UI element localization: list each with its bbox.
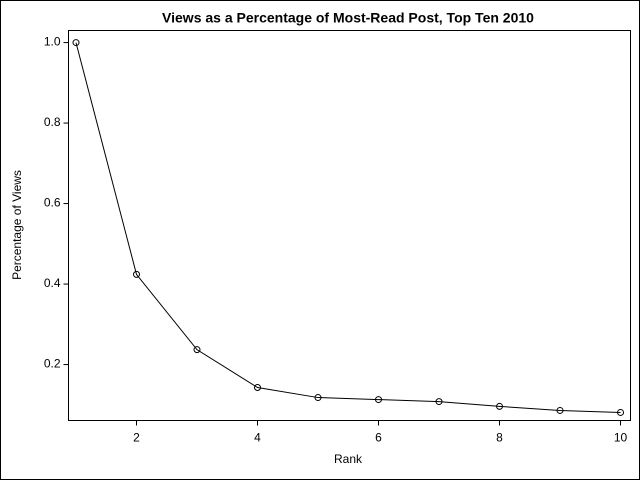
x-tick-label: 2: [133, 431, 140, 445]
y-tick-label: 0.4: [44, 276, 61, 290]
marker: [496, 402, 504, 410]
line: [75, 42, 621, 413]
x-tick-label: 6: [375, 431, 382, 445]
marker: [375, 396, 383, 404]
y-tick-label: 0.6: [44, 196, 61, 210]
y-tick-label: 0.8: [44, 115, 61, 129]
marker: [314, 394, 322, 402]
marker: [617, 408, 625, 416]
x-tick-label: 4: [254, 431, 261, 445]
marker: [556, 406, 564, 414]
plot-frame: [68, 30, 631, 421]
marker: [435, 398, 443, 406]
y-axis-label: Percentage of Views: [10, 170, 24, 280]
x-tick-label: 10: [614, 431, 628, 445]
chart-title: Views as a Percentage of Most-Read Post,…: [162, 10, 534, 26]
marker: [254, 383, 262, 391]
y-tick-label: 1.0: [44, 35, 61, 49]
x-axis-label: Rank: [334, 452, 363, 466]
x-tick-label: 8: [496, 431, 503, 445]
marker: [72, 39, 80, 47]
marker: [193, 346, 201, 354]
marker: [133, 270, 141, 278]
y-tick-label: 0.2: [44, 357, 61, 371]
